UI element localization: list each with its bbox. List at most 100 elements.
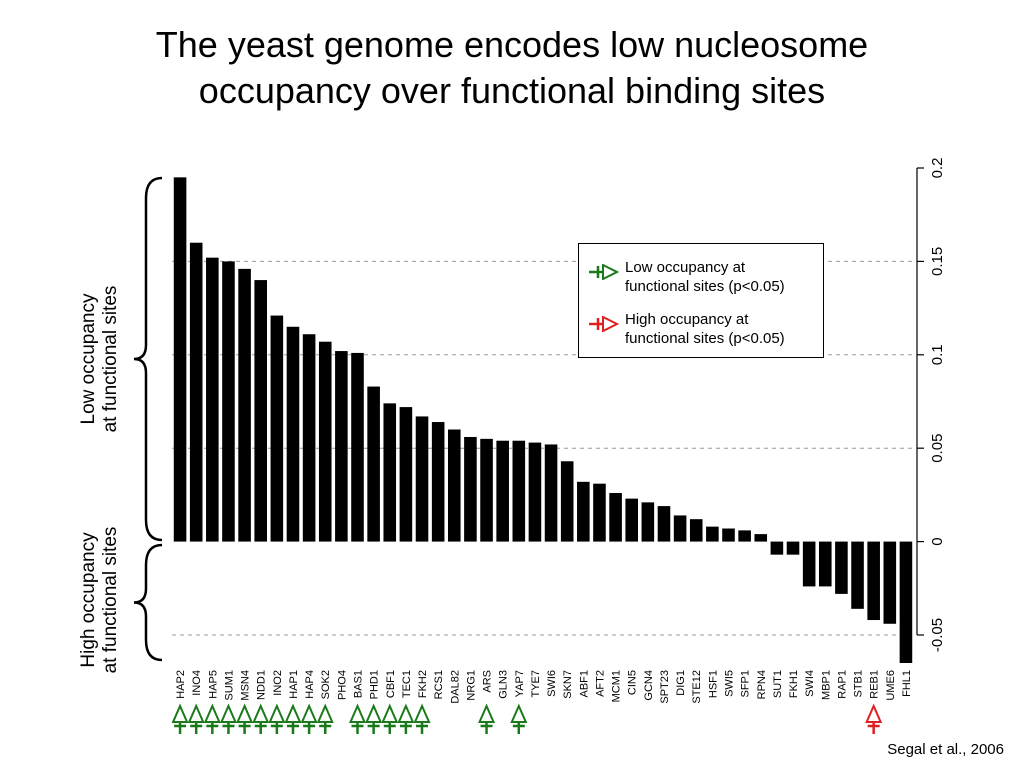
bar-msn4 — [238, 268, 251, 542]
bar-rap1 — [835, 541, 848, 594]
bar-phd1 — [367, 386, 380, 542]
category-label: INO4 — [191, 670, 203, 696]
bar-rpn4 — [754, 534, 768, 542]
brace-label-low: Low occupancy at functional sites — [78, 254, 128, 464]
category-label: ABF1 — [578, 670, 590, 698]
y-tick-label: 0 — [929, 537, 946, 545]
green-up-arrow-icon — [252, 703, 270, 723]
bar-hap2 — [173, 177, 187, 542]
category-label: SUT1 — [772, 670, 784, 698]
bar-swi6 — [544, 444, 558, 542]
category-label: HAP2 — [175, 670, 187, 699]
bar-swi5 — [722, 528, 735, 542]
category-label: BAS1 — [353, 670, 365, 698]
category-label: PHO4 — [336, 670, 348, 700]
y-tick-label: 0.2 — [929, 158, 946, 179]
bar-sut1 — [770, 541, 784, 555]
legend-text-high: High occupancy at functional sites (p<0.… — [625, 310, 785, 348]
green-up-arrow-icon — [316, 703, 334, 723]
legend-high-line-1: High occupancy at — [625, 311, 749, 328]
y-tick-label: 0.15 — [929, 247, 946, 276]
brace-label-high: High occupancy at functional sites — [78, 510, 128, 690]
category-label: FKH2 — [417, 670, 429, 698]
bar-sum1 — [222, 261, 235, 542]
category-label: DAL82 — [449, 670, 461, 704]
title-line-2: occupancy over functional binding sites — [198, 70, 826, 111]
title-line-1: The yeast genome encodes low nucleosome — [155, 24, 869, 65]
bar-skn7 — [560, 461, 574, 542]
category-label: HAP4 — [304, 670, 316, 699]
bar-ars — [480, 438, 493, 542]
category-label: GCN4 — [643, 670, 655, 701]
category-label: DIG1 — [675, 670, 687, 696]
brace-low-occupancy — [133, 176, 163, 542]
category-label: HAP1 — [288, 670, 300, 699]
category-label: SKN7 — [562, 670, 574, 699]
bar-cbf1 — [383, 403, 397, 542]
bar-dig1 — [673, 515, 687, 542]
legend-text-low: Low occupancy at functional sites (p<0.0… — [625, 258, 785, 296]
bar-cin5 — [625, 498, 639, 542]
slide-title: The yeast genome encodes low nucleosome … — [0, 22, 1024, 114]
bar-fkh2 — [415, 416, 429, 542]
legend-high-line-2: functional sites (p<0.05) — [625, 330, 785, 347]
bar-fhl1 — [899, 541, 913, 663]
category-label: MBP1 — [820, 670, 832, 700]
green-up-arrow-icon — [187, 703, 205, 723]
category-label: SUM1 — [223, 670, 235, 701]
category-label: CIN5 — [627, 670, 639, 695]
category-label: INO2 — [272, 670, 284, 696]
category-label: CBF1 — [385, 670, 397, 698]
red-up-arrow-icon — [865, 703, 883, 723]
red-arrow-icon — [589, 316, 619, 332]
category-label: RAP1 — [836, 670, 848, 699]
bar-bas1 — [351, 352, 364, 542]
green-up-arrow-icon — [478, 703, 496, 723]
category-label: STE12 — [691, 670, 703, 704]
green-up-arrow-icon — [365, 703, 383, 723]
category-label: HSF1 — [707, 670, 719, 698]
category-label: MCM1 — [611, 670, 623, 702]
bar-sok2 — [318, 341, 332, 542]
bar-aft2 — [593, 483, 606, 542]
green-up-arrow-icon — [284, 703, 302, 723]
bar-ume6 — [883, 541, 897, 624]
category-label: AFT2 — [594, 670, 606, 697]
green-up-arrow-icon — [236, 703, 254, 723]
bar-yap7 — [512, 440, 526, 542]
bar-ino2 — [270, 315, 284, 542]
brace-label-high-line-2: at functional sites — [100, 526, 121, 674]
legend-item-high: High occupancy at functional sites (p<0.… — [589, 310, 785, 348]
category-label: HAP5 — [207, 670, 219, 699]
brace-high-occupancy — [133, 543, 163, 662]
brace-label-low-line-2: at functional sites — [100, 285, 121, 433]
green-up-arrow-icon — [381, 703, 399, 723]
green-arrow-icon — [589, 264, 619, 280]
category-label: NRG1 — [465, 670, 477, 701]
category-label: YAP7 — [514, 670, 526, 697]
bar-hap5 — [206, 257, 219, 542]
category-label: RCS1 — [433, 670, 445, 699]
legend-item-low: Low occupancy at functional sites (p<0.0… — [589, 258, 785, 296]
category-label: TEC1 — [401, 670, 413, 698]
legend-low-line-1: Low occupancy at — [625, 259, 746, 276]
brace-label-low-line-1: Low occupancy — [78, 293, 99, 425]
bar-stb1 — [851, 541, 864, 609]
green-up-arrow-icon — [300, 703, 318, 723]
bar-dal82 — [447, 429, 461, 542]
green-up-arrow-icon — [171, 703, 189, 723]
bar-tye7 — [528, 442, 542, 542]
y-tick-label: 0.05 — [929, 434, 946, 463]
bar-abf1 — [577, 481, 590, 542]
bar-nrg1 — [464, 436, 477, 542]
bar-swi4 — [802, 541, 816, 587]
bar-pho4 — [335, 351, 348, 542]
y-tick-label: 0.1 — [929, 344, 946, 365]
bar-ndd1 — [254, 280, 268, 542]
green-up-arrow-icon — [203, 703, 221, 723]
bar-spt23 — [657, 506, 671, 542]
chart-legend: Low occupancy at functional sites (p<0.0… — [578, 243, 824, 358]
bar-hap4 — [302, 334, 316, 542]
bar-tec1 — [399, 407, 413, 542]
